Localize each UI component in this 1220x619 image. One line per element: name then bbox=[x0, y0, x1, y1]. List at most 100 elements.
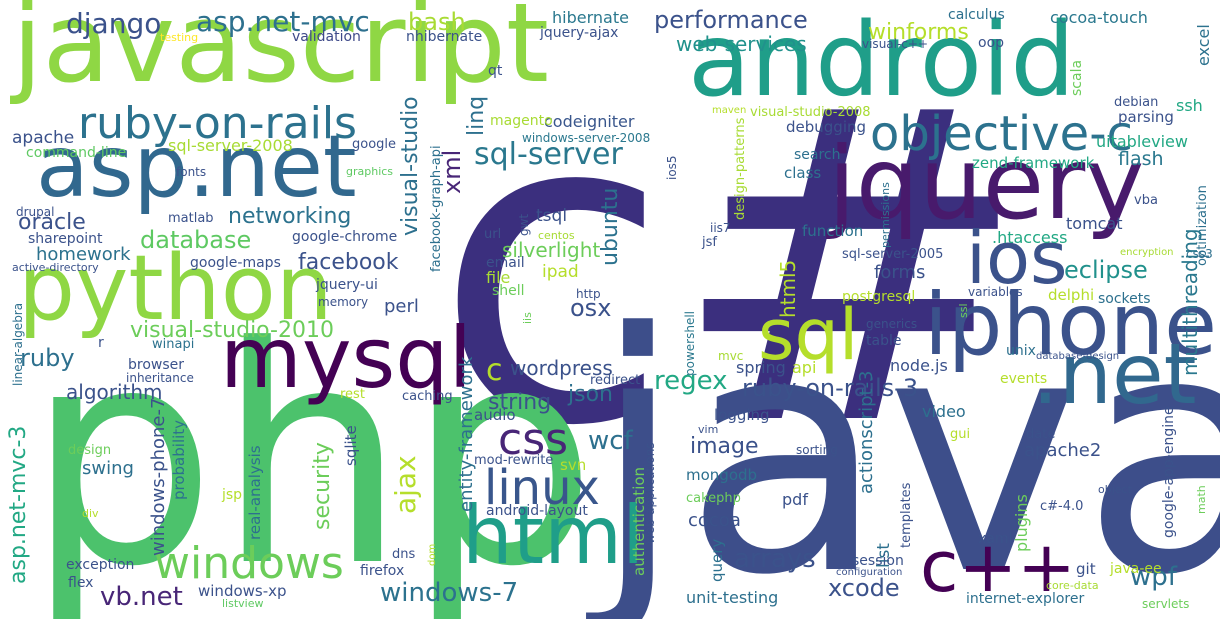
word-windows-phone-7: windows-phone-7 bbox=[148, 397, 169, 556]
word-sqlite: sqlite bbox=[342, 425, 360, 466]
word-jquery: jquery bbox=[828, 125, 1145, 242]
word-linq: linq bbox=[464, 95, 489, 136]
word-sql-server-2008: sql-server-2008 bbox=[168, 136, 293, 155]
word-date: date bbox=[1026, 427, 1056, 442]
word-search: search bbox=[794, 147, 841, 163]
word-svn: svn bbox=[560, 456, 587, 474]
word-email: email bbox=[486, 255, 525, 271]
word-hibernate: hibernate bbox=[552, 8, 629, 27]
word-core-data: core-data bbox=[1046, 579, 1099, 592]
word-cocoa-touch: cocoa-touch bbox=[1050, 8, 1148, 27]
word-windows-7: windows-7 bbox=[380, 578, 519, 608]
word-pdf: pdf bbox=[782, 490, 808, 509]
word-silverlight: silverlight bbox=[502, 238, 601, 262]
word-unix: unix bbox=[1006, 343, 1036, 359]
word-encryption: encryption bbox=[1120, 247, 1174, 258]
word-sql-server-2005: sql-server-2005 bbox=[842, 247, 944, 262]
word-codeigniter: codeigniter bbox=[544, 112, 635, 131]
word-sql-server: sql-server bbox=[474, 137, 623, 172]
word-vba: vba bbox=[1134, 193, 1158, 208]
word-networking: networking bbox=[228, 204, 352, 229]
word-matlab: matlab bbox=[168, 211, 214, 226]
word-net: .net bbox=[1032, 325, 1197, 423]
word-wpf: wpf bbox=[1130, 562, 1177, 592]
word-linear-algebra: linear-algebra bbox=[11, 302, 25, 386]
word-c: c bbox=[486, 353, 503, 388]
word-debian: debian bbox=[1114, 95, 1159, 110]
word-memory: memory bbox=[318, 295, 369, 309]
word-windows-xp: windows-xp bbox=[198, 582, 287, 600]
word-multithreading: multithreading bbox=[1178, 228, 1202, 376]
word-asp-net-mvc-3: asp.net-mvc-3 bbox=[6, 425, 31, 584]
word-tomcat: tomcat bbox=[1066, 214, 1123, 233]
word-oracle: oracle bbox=[18, 210, 86, 235]
word-ios: ios bbox=[966, 216, 1068, 300]
word-csharp-4: c#-4.0 bbox=[1040, 499, 1084, 514]
word-regex: regex bbox=[654, 366, 728, 396]
word-class: class bbox=[784, 164, 822, 182]
word-vb-net: vb.net bbox=[100, 582, 183, 612]
word-eclipse: eclipse bbox=[1064, 256, 1148, 284]
word-nhibernate: nhibernate bbox=[406, 29, 483, 45]
word-google-app-engine: google-app-engine bbox=[1161, 406, 1177, 538]
word-security: security bbox=[310, 442, 335, 530]
word-django: django bbox=[66, 7, 162, 40]
word-configuration: configuration bbox=[836, 567, 903, 578]
word-image: image bbox=[690, 434, 759, 459]
word-performance: performance bbox=[654, 6, 808, 34]
word-mvc: mvc bbox=[718, 349, 744, 363]
word-windows: windows bbox=[154, 538, 344, 589]
word-ios5: ios5 bbox=[665, 155, 679, 180]
word-design-patterns: design-patterns bbox=[733, 117, 748, 220]
word-spring: spring bbox=[736, 358, 786, 377]
word-validation: validation bbox=[292, 29, 361, 45]
word-iphone: iphone bbox=[924, 275, 1218, 375]
word-html: html bbox=[462, 489, 645, 582]
word-object: object bbox=[1098, 483, 1132, 496]
word-ruby: ruby bbox=[20, 344, 75, 372]
word-testing: testing bbox=[160, 31, 199, 44]
word-jquery-ajax: jquery-ajax bbox=[540, 25, 619, 41]
word-ssl: ssl bbox=[957, 303, 970, 318]
word-entity-framework: entity-framework bbox=[456, 356, 477, 512]
word-magento: magento bbox=[490, 113, 553, 129]
word-wordpress: wordpress bbox=[510, 356, 613, 380]
word-uitableview: uitableview bbox=[1096, 132, 1188, 151]
word-vim: vim bbox=[698, 423, 719, 436]
word-generics: generics bbox=[866, 317, 918, 331]
word-parsing: parsing bbox=[1118, 108, 1174, 126]
word-qt: qt bbox=[488, 63, 503, 79]
word-sorting: sorting bbox=[796, 443, 838, 457]
word-sharepoint: sharepoint bbox=[28, 231, 103, 247]
word-postgresql: postgresql bbox=[842, 289, 916, 305]
word-sockets: sockets bbox=[1098, 291, 1151, 307]
word-file: file bbox=[486, 268, 511, 287]
word-perl: perl bbox=[384, 296, 419, 317]
word-templates: templates bbox=[899, 482, 914, 548]
word-math: math bbox=[1195, 485, 1208, 514]
word-delphi: delphi bbox=[1048, 286, 1095, 304]
word-audio: audio bbox=[474, 406, 516, 424]
word-arrays: arrays bbox=[734, 544, 816, 574]
word-caching: caching bbox=[402, 389, 453, 404]
word-web-applications: web-applications bbox=[643, 442, 657, 544]
word-algorithm: algorithm bbox=[66, 380, 163, 404]
word-ruby-on-rails: ruby-on-rails bbox=[78, 98, 357, 149]
word-htaccess: .htaccess bbox=[992, 228, 1068, 247]
word-apache2: apache2 bbox=[1024, 440, 1102, 461]
word-div: div bbox=[82, 507, 99, 520]
word-xaml: xaml bbox=[978, 531, 1013, 547]
word-ubuntu: ubuntu bbox=[598, 187, 623, 266]
word-table: table bbox=[866, 333, 902, 349]
word-iis7: iis7 bbox=[710, 221, 731, 235]
word-real-analysis: real-analysis bbox=[246, 445, 264, 540]
word-unit-testing: unit-testing bbox=[686, 588, 779, 607]
word-asp-net: asp.net bbox=[36, 117, 357, 217]
word-java-ee: java-ee bbox=[1110, 561, 1162, 577]
word-dom: dom bbox=[427, 543, 438, 566]
word-r: r bbox=[98, 335, 104, 351]
word-homework: homework bbox=[36, 244, 131, 265]
word-web-services: web-services bbox=[676, 32, 807, 56]
word-linux: linux bbox=[484, 460, 600, 516]
word-winforms: winforms bbox=[868, 20, 969, 45]
